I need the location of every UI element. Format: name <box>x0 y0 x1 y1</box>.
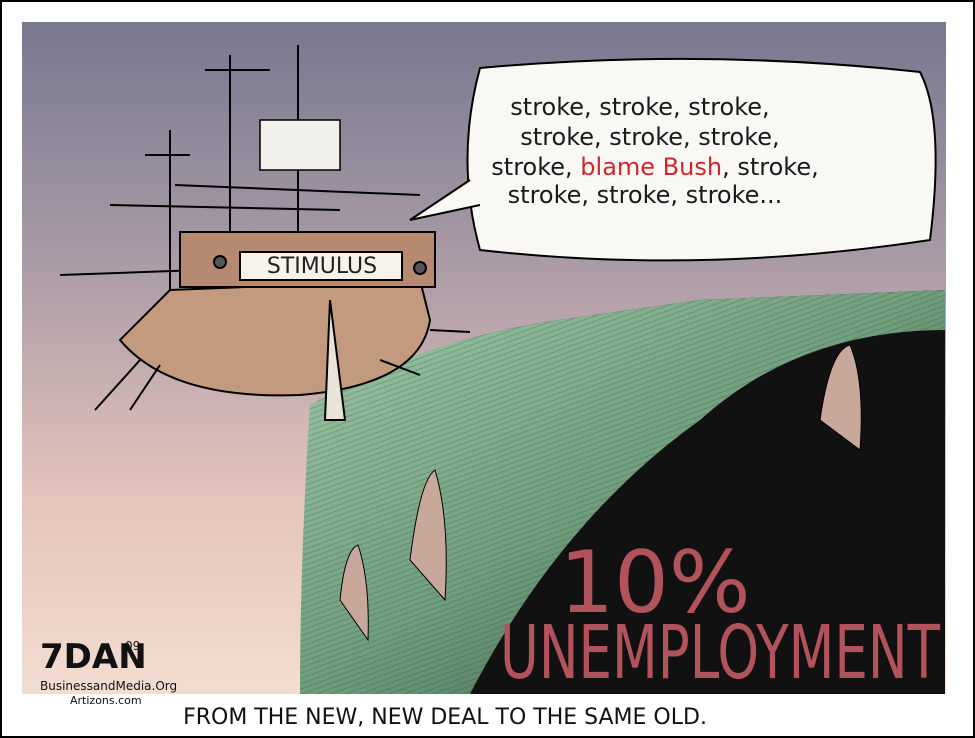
bubble-highlight: blame Bush <box>580 153 722 181</box>
rock <box>409 469 447 602</box>
bubble-line: stroke, stroke, stroke... <box>508 181 783 209</box>
bubble-word: stroke, stroke, stroke, <box>510 93 769 121</box>
bubble-word: , stroke, <box>722 153 819 181</box>
bubble-word: stroke, stroke, stroke... <box>508 181 783 209</box>
bubble-line: stroke, stroke, stroke, <box>520 123 779 151</box>
signature-year: 09 <box>125 639 140 653</box>
rock <box>819 344 862 451</box>
cliff-shading <box>300 290 945 694</box>
ship-sign: STIMULUS <box>267 254 377 279</box>
caption: FROM THE NEW, NEW DEAL TO THE SAME OLD. <box>183 705 707 730</box>
bubble-line: stroke, stroke, stroke, <box>510 93 769 121</box>
ship <box>59 45 471 421</box>
rock <box>339 544 369 642</box>
bubble-tail <box>409 179 481 221</box>
bubble-word: stroke, stroke, stroke, <box>520 123 779 151</box>
signature-site: BusinessandMedia.Org <box>40 679 177 693</box>
signature: 7DAN <box>40 637 147 677</box>
bubble-text: stroke, stroke, stroke, stroke, stroke, … <box>491 93 818 209</box>
headline-word: UNEMPLOYMENT <box>500 610 941 696</box>
bubble-word: stroke, <box>491 153 580 181</box>
speech-bubble <box>466 57 937 262</box>
headline-percent: 10% <box>559 533 750 633</box>
signature-site: Artizons.com <box>70 694 142 707</box>
bubble-line: stroke, blame Bush, stroke, <box>491 153 818 181</box>
